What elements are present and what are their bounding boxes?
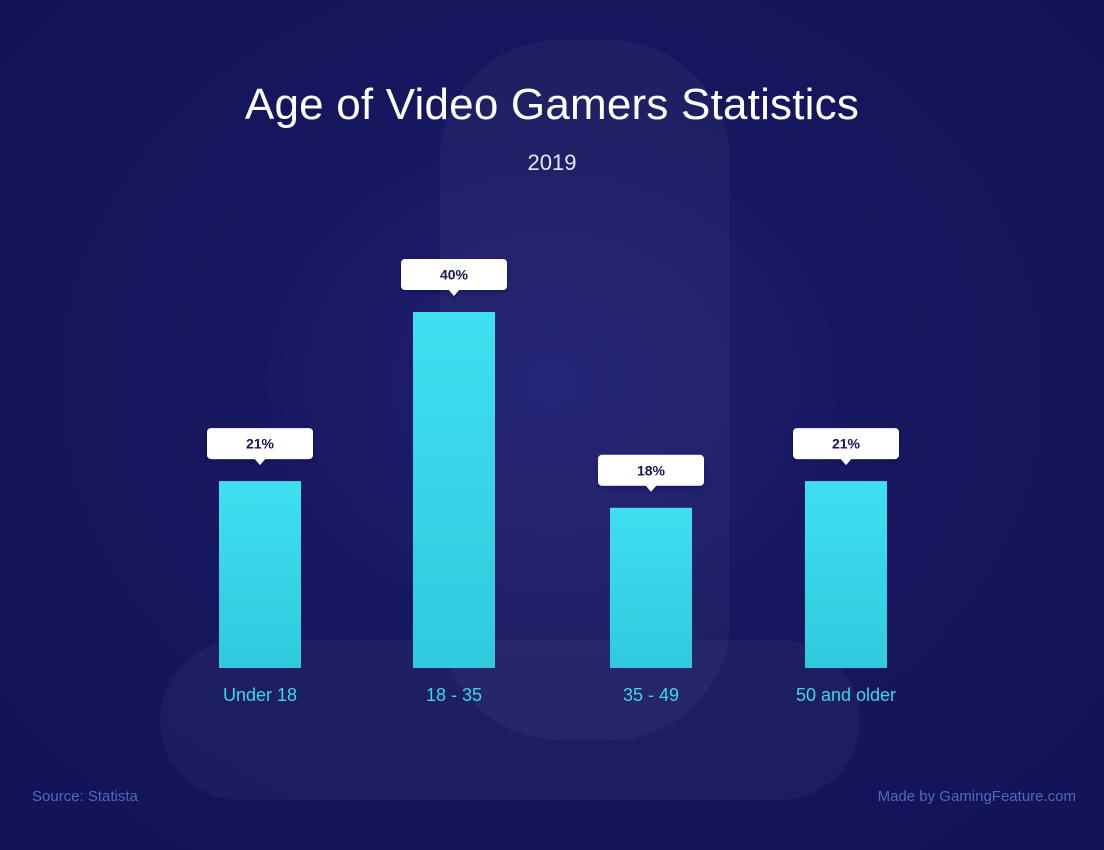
- value-callout-box: [793, 428, 899, 460]
- value-callout-box: [598, 454, 704, 486]
- source-note: Source: Statista: [32, 788, 138, 805]
- value-callout-pointer: [448, 289, 460, 296]
- value-callout-box: [207, 428, 313, 460]
- value-callout-pointer: [254, 458, 266, 466]
- value-callout-box: [401, 259, 507, 290]
- category-label: 50 and older: [796, 685, 896, 705]
- value-label: 21%: [246, 436, 275, 452]
- category-label: 35 - 49: [623, 685, 679, 705]
- value-callout-pointer: [840, 458, 852, 466]
- value-callout-2: [401, 259, 507, 296]
- bar-2: [413, 312, 495, 668]
- value-label: 18%: [637, 462, 666, 478]
- value-callout-pointer: [645, 484, 657, 492]
- chart-title: Age of Video Gamers Statistics: [244, 80, 860, 129]
- category-label: Under 18: [223, 685, 297, 705]
- value-label: 21%: [832, 436, 861, 452]
- value-callout-1: [207, 428, 313, 466]
- value-callout-3: [598, 454, 704, 492]
- bar-3: [610, 507, 692, 668]
- bar-1: [219, 481, 301, 668]
- bars-group: 21% Under 18 40% 18 - 35 18% 35 - 49 21% 50 and…: [207, 259, 899, 705]
- category-label: 18 - 35: [426, 685, 482, 705]
- chart-subtitle: 2019: [527, 150, 577, 175]
- credit-note: Made by GamingFeature.com: [877, 788, 1076, 805]
- bar-4: [805, 481, 887, 668]
- value-label: 40%: [440, 267, 469, 283]
- value-callout-4: [793, 428, 899, 466]
